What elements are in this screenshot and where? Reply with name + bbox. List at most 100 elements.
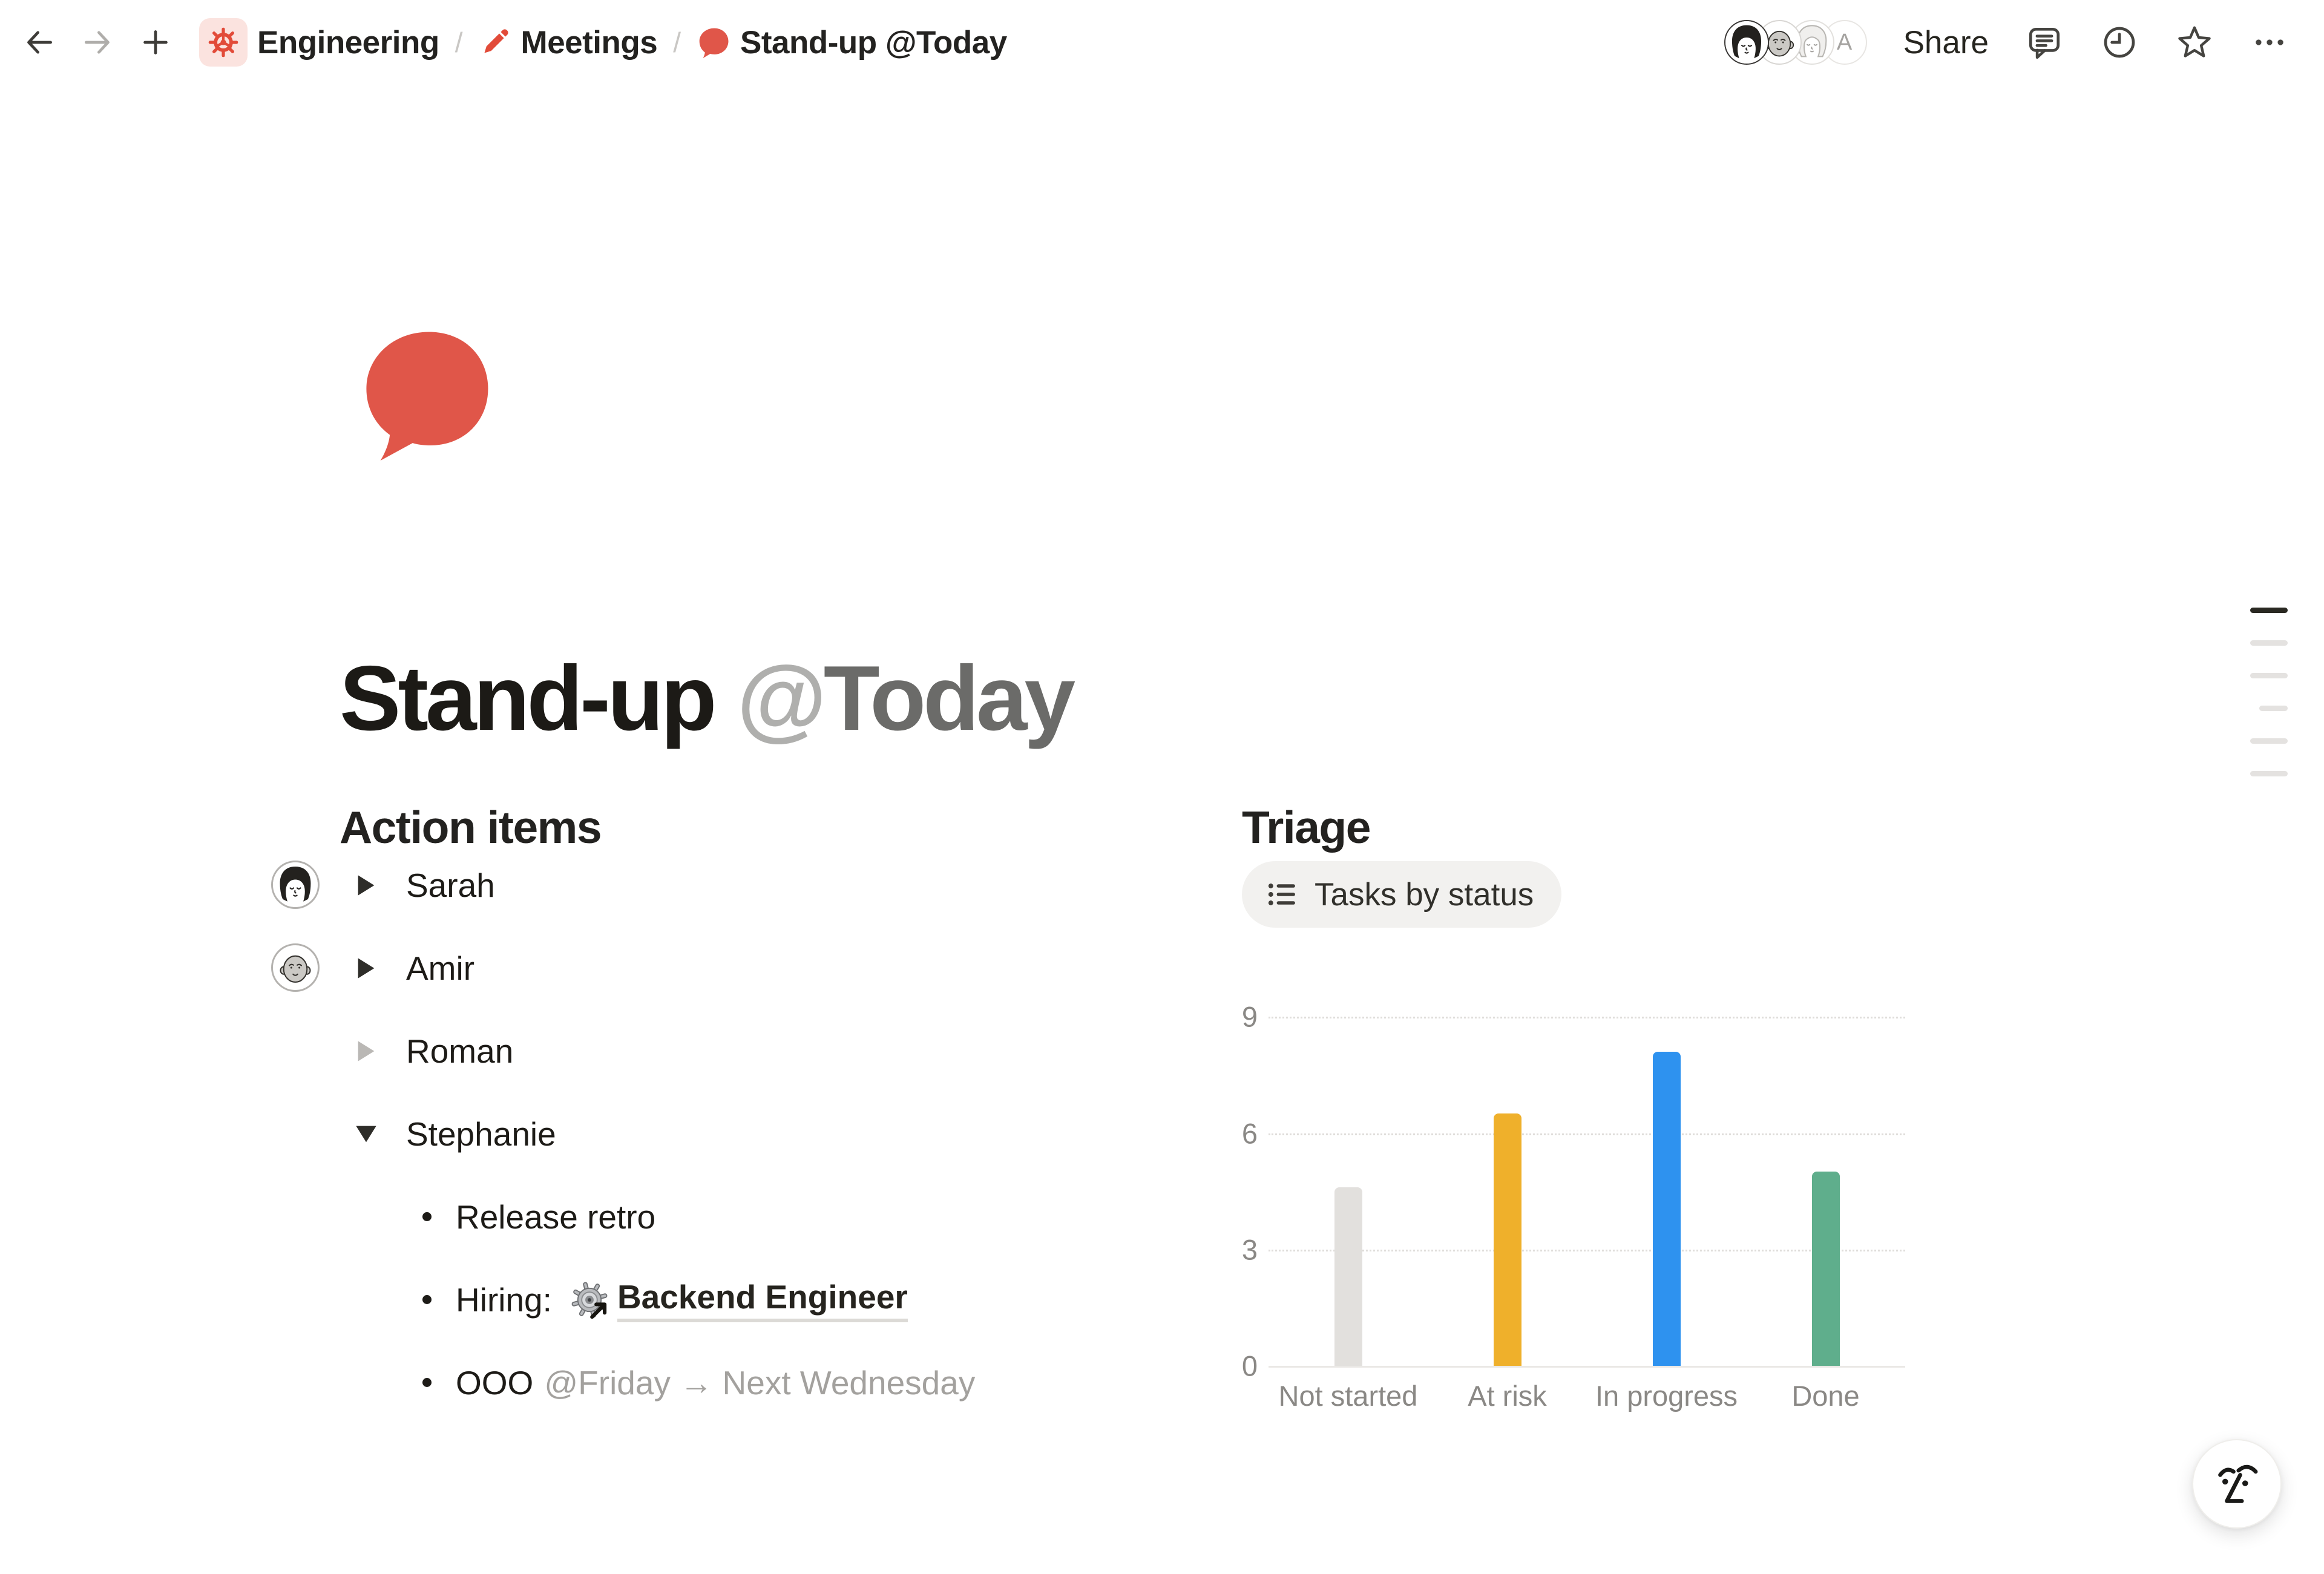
chart-source-button[interactable]: Tasks by status: [1242, 861, 1562, 928]
bar-slot-not-started: Not started: [1269, 995, 1428, 1412]
toggle-collapsed-icon[interactable]: [348, 956, 384, 980]
date-mention[interactable]: @Friday → Next Wednesday: [544, 1363, 976, 1402]
x-axis-category-label: Not started: [1278, 1380, 1418, 1412]
more-options-button[interactable]: [2250, 23, 2289, 62]
avatar-woman-dark-hair[interactable]: [1724, 20, 1769, 65]
bar-slot-in-progress: In progress: [1587, 995, 1746, 1412]
notion-ai-face-icon: [2218, 1464, 2258, 1503]
back-button[interactable]: [22, 25, 56, 59]
page-title-main: Stand-up: [340, 646, 717, 750]
gridline: [1269, 1250, 1905, 1251]
list-item-release-retro: Release retro: [340, 1175, 1284, 1258]
comment-icon: [2029, 27, 2060, 59]
toggle-collapsed-icon[interactable]: [348, 873, 384, 897]
page-title-mention-word: Today: [823, 646, 1075, 750]
forward-button[interactable]: [80, 25, 114, 59]
arrow-left-icon: [27, 31, 52, 54]
y-axis-tick: 3: [1241, 1233, 1258, 1266]
toggle-label: Roman: [406, 1032, 514, 1070]
breadcrumb-item-engineering[interactable]: Engineering: [257, 24, 439, 61]
toggle-expanded-icon[interactable]: [348, 1124, 384, 1144]
speech-bubble-icon: [366, 332, 488, 461]
gridline: [1269, 1133, 1905, 1135]
list-item-prefix: Hiring:: [456, 1281, 552, 1319]
margin-avatar-woman: [271, 861, 320, 909]
x-axis-category-label: At risk: [1468, 1380, 1547, 1412]
margin-avatar-man: [271, 943, 320, 992]
list-item-hiring: Hiring:: [340, 1258, 1284, 1341]
x-axis-category-label: Done: [1791, 1380, 1860, 1412]
pencil-icon: [479, 26, 511, 59]
triage-heading: Triage: [1242, 802, 1371, 853]
chart-source-label: Tasks by status: [1315, 876, 1534, 913]
y-axis-tick: 0: [1241, 1349, 1258, 1382]
top-bar-left: Engineering / Meetings / Stand-up @Today: [0, 18, 1007, 67]
share-button[interactable]: Share: [1903, 24, 1989, 61]
page-title-mention-at: @: [737, 646, 827, 750]
notion-ai-button[interactable]: [2192, 1439, 2282, 1529]
bar-done[interactable]: [1811, 1172, 1840, 1366]
ellipsis-icon: [2256, 39, 2283, 45]
bar-in-progress[interactable]: [1652, 1052, 1681, 1366]
toggle-label: Amir: [406, 949, 475, 987]
toc-line[interactable]: [2250, 738, 2288, 744]
y-axis-tick: 9: [1241, 1000, 1258, 1033]
action-items-list: Sarah Amir Roman Stephanie Release retro: [340, 844, 1284, 1424]
top-bar-right: A Share: [1724, 20, 2324, 65]
toggle-collapsed-icon-muted[interactable]: [348, 1039, 384, 1063]
breadcrumb-item-current-page[interactable]: Stand-up @Today: [740, 24, 1007, 61]
toc-line-indented[interactable]: [2259, 706, 2288, 711]
top-bar: Engineering / Meetings / Stand-up @Today: [0, 0, 2324, 85]
avatar-sketch-woman[interactable]: [1789, 20, 1834, 65]
gear-icon: [208, 27, 238, 57]
breadcrumb-engineering-icon-chip[interactable]: [199, 18, 248, 67]
new-page-button[interactable]: [139, 25, 172, 59]
table-of-contents-indicator: [2250, 608, 2288, 804]
toggle-label: Sarah: [406, 866, 495, 904]
toggle-label: Stephanie: [406, 1115, 556, 1153]
toggle-row-stephanie[interactable]: Stephanie: [340, 1092, 1284, 1175]
list-item-ooo: OOO @Friday → Next Wednesday: [340, 1341, 1284, 1424]
action-items-heading: Action items: [340, 802, 602, 853]
avatar-letter-text: A: [1836, 29, 1853, 55]
speech-bubble-icon: [697, 25, 730, 59]
favorite-button[interactable]: [2175, 23, 2214, 62]
arrow-right-icon: [85, 31, 110, 54]
page-icon-speech-bubble[interactable]: [356, 321, 496, 465]
star-icon: [2178, 26, 2211, 57]
bars-area: Not started At risk In progress Done: [1269, 995, 1905, 1412]
toc-line-current[interactable]: [2250, 608, 2288, 613]
bullet-icon: [422, 1212, 432, 1221]
toggle-row-roman[interactable]: Roman: [340, 1009, 1284, 1092]
bullet-icon: [422, 1295, 432, 1304]
bullet-icon: [422, 1378, 432, 1387]
bar-slot-at-risk: At risk: [1428, 995, 1587, 1412]
page-title[interactable]: Stand-up @Today: [340, 638, 1075, 759]
comments-button[interactable]: [2025, 23, 2064, 62]
toggle-row-sarah[interactable]: Sarah: [340, 844, 1284, 926]
toc-line[interactable]: [2250, 640, 2288, 646]
tasks-by-status-bar-chart: 9 6 3 0 Not started At risk In progress …: [1242, 995, 1906, 1455]
list-item-text: Release retro: [456, 1198, 656, 1236]
y-axis-tick: 6: [1241, 1117, 1258, 1150]
clock-icon: [2104, 27, 2135, 58]
breadcrumb-separator: /: [673, 27, 681, 58]
breadcrumb-separator: /: [455, 27, 463, 58]
page-link-backend-engineer[interactable]: Backend Engineer: [617, 1277, 908, 1322]
toggle-row-amir[interactable]: Amir: [340, 926, 1284, 1009]
toc-line[interactable]: [2250, 771, 2288, 776]
x-axis-category-label: In progress: [1595, 1380, 1738, 1412]
toc-line[interactable]: [2250, 673, 2288, 678]
bar-slot-done: Done: [1746, 995, 1905, 1412]
list-item-prefix: OOO: [456, 1363, 534, 1402]
bar-at-risk[interactable]: [1493, 1113, 1521, 1366]
x-axis-baseline: [1269, 1366, 1905, 1368]
breadcrumb-item-meetings[interactable]: Meetings: [520, 24, 658, 61]
bar-not-started[interactable]: [1334, 1187, 1362, 1366]
collaborator-avatars: A: [1724, 20, 1867, 65]
updates-button[interactable]: [2100, 23, 2139, 62]
gridline: [1269, 1017, 1905, 1018]
plus-icon: [143, 30, 168, 54]
gear-emoji-link-icon: [570, 1281, 609, 1319]
